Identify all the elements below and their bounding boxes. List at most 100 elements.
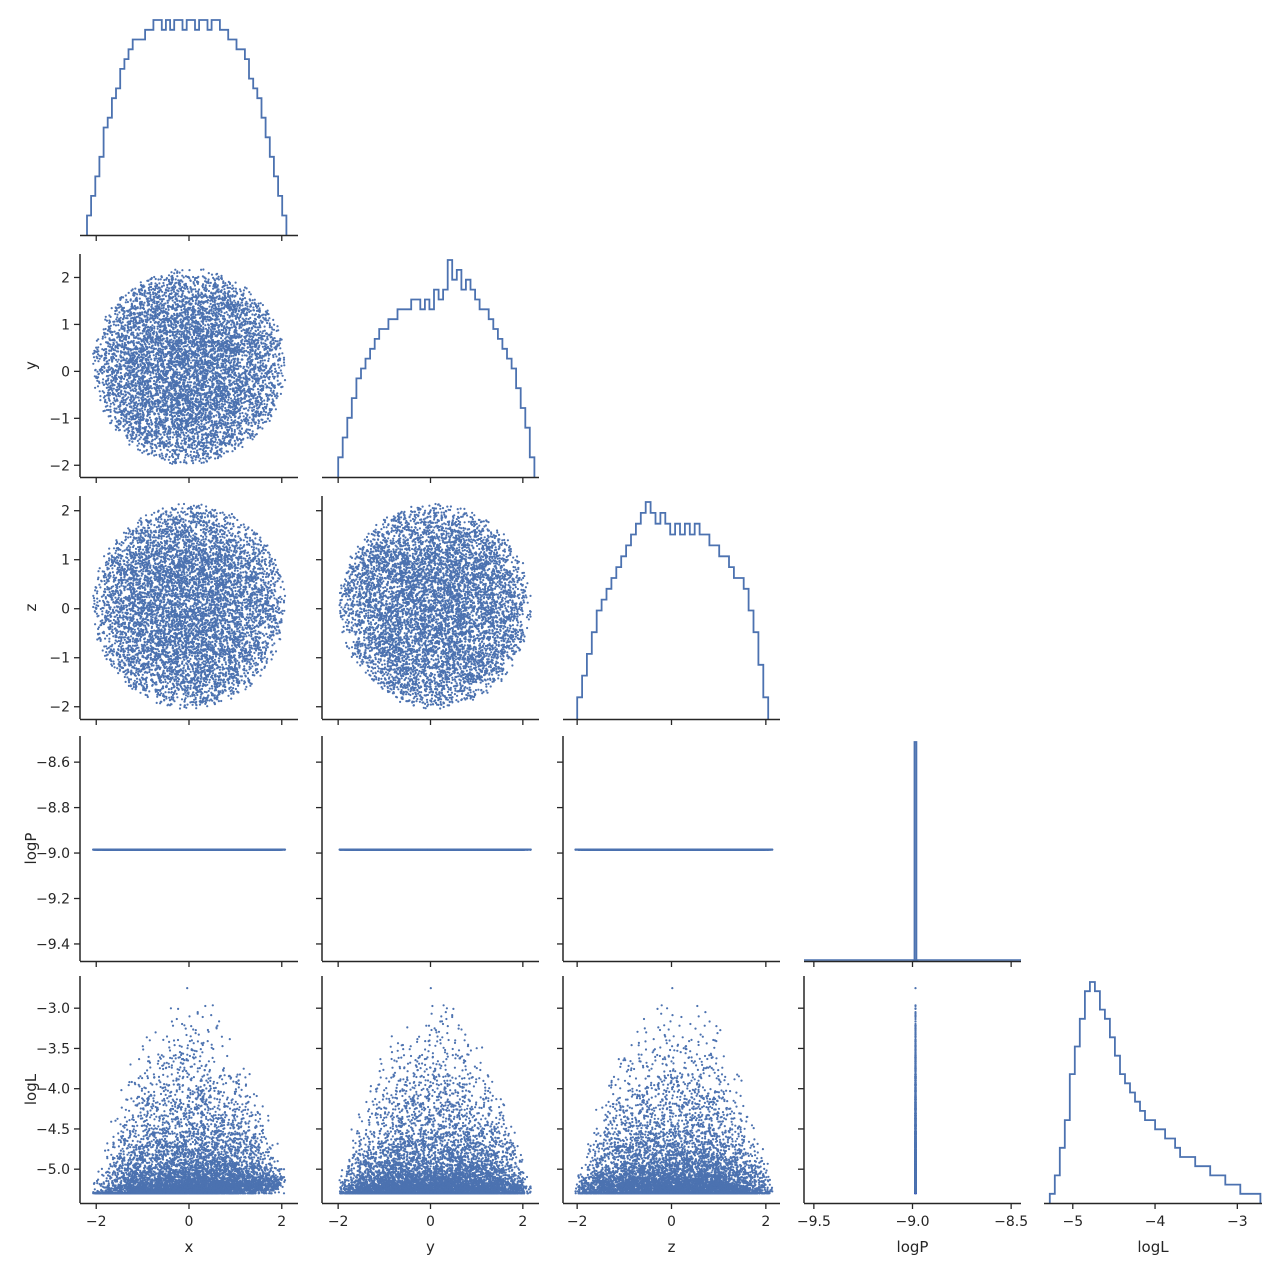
- scatter-point: [119, 408, 121, 410]
- scatter-point: [161, 436, 163, 438]
- scatter-point: [135, 329, 137, 331]
- scatter-point: [99, 358, 101, 360]
- scatter-point: [202, 457, 204, 459]
- scatter-point: [198, 288, 200, 290]
- scatter-point: [116, 341, 118, 343]
- scatter-point: [173, 428, 175, 430]
- scatter-point: [159, 381, 161, 383]
- scatter-point: [261, 427, 263, 429]
- scatter-point: [118, 329, 120, 331]
- scatter-point: [147, 423, 149, 425]
- scatter-point: [172, 436, 174, 438]
- scatter-point: [170, 271, 172, 273]
- scatter-point: [99, 390, 101, 392]
- scatter-point: [115, 324, 117, 326]
- scatter-point: [125, 428, 127, 430]
- scatter-point: [262, 346, 264, 348]
- scatter-point: [148, 346, 150, 348]
- scatter-point: [173, 291, 175, 293]
- scatter-point: [229, 287, 231, 289]
- scatter-point: [248, 422, 250, 424]
- scatter-point: [155, 373, 157, 375]
- scatter-point: [144, 408, 146, 410]
- scatter-point: [111, 420, 113, 422]
- scatter-point: [139, 449, 141, 451]
- scatter-point: [189, 326, 191, 328]
- scatter-point: [140, 373, 142, 375]
- scatter-point: [218, 305, 220, 307]
- scatter-point: [171, 463, 173, 465]
- scatter-point: [279, 347, 281, 349]
- histogram-x: [87, 20, 286, 235]
- panel-y-vs-x: [92, 268, 286, 465]
- scatter-point: [163, 279, 165, 281]
- scatter-point: [241, 354, 243, 356]
- scatter-point: [161, 453, 163, 455]
- scatter-point: [196, 423, 198, 425]
- scatter-point: [188, 378, 190, 380]
- scatter-point: [260, 341, 262, 343]
- scatter-point: [271, 373, 273, 375]
- scatter-point: [165, 308, 167, 310]
- scatter-point: [93, 350, 95, 352]
- scatter-point: [195, 302, 197, 304]
- scatter-point: [254, 434, 256, 436]
- scatter-point: [106, 333, 108, 335]
- scatter-point: [238, 309, 240, 311]
- scatter-point: [250, 310, 252, 312]
- scatter-point: [249, 416, 251, 418]
- scatter-point: [234, 429, 236, 431]
- scatter-point: [115, 318, 117, 320]
- scatter-point: [168, 446, 170, 448]
- scatter-point: [194, 284, 196, 286]
- scatter-point: [196, 450, 198, 452]
- scatter-point: [155, 355, 157, 357]
- scatter-point: [181, 440, 183, 442]
- scatter-point: [160, 278, 162, 280]
- scatter-point: [104, 363, 106, 365]
- scatter-point: [169, 436, 171, 438]
- scatter-point: [184, 295, 186, 297]
- scatter-point: [189, 381, 191, 383]
- scatter-point: [284, 379, 286, 381]
- scatter-point: [248, 333, 250, 335]
- scatter-point: [234, 302, 236, 304]
- scatter-point: [141, 332, 143, 334]
- scatter-point: [221, 409, 223, 411]
- scatter-point: [121, 343, 123, 345]
- scatter-point: [162, 419, 164, 421]
- scatter-point: [223, 288, 225, 290]
- scatter-point: [141, 313, 143, 315]
- scatter-point: [150, 419, 152, 421]
- scatter-point: [177, 457, 179, 459]
- scatter-point: [234, 440, 236, 442]
- scatter-point: [153, 276, 155, 278]
- scatter-point: [169, 335, 171, 337]
- scatter-point: [116, 316, 118, 318]
- scatter-point: [227, 314, 229, 316]
- scatter-point: [128, 292, 130, 294]
- scatter-point: [235, 399, 237, 401]
- scatter-point: [268, 358, 270, 360]
- scatter-point: [183, 459, 185, 461]
- scatter-point: [247, 432, 249, 434]
- scatter-point: [127, 432, 129, 434]
- scatter-point: [139, 438, 141, 440]
- scatter-point: [194, 447, 196, 449]
- scatter-point: [268, 317, 270, 319]
- scatter-point: [112, 344, 114, 346]
- scatter-point: [109, 405, 111, 407]
- scatter-point: [166, 449, 168, 451]
- scatter-point: [275, 408, 277, 410]
- scatter-point: [150, 283, 152, 285]
- scatter-point: [198, 421, 200, 423]
- scatter-point: [181, 269, 183, 271]
- scatter-point: [190, 454, 192, 456]
- scatter-point: [231, 450, 233, 452]
- scatter-point: [139, 332, 141, 334]
- scatter-point: [124, 430, 126, 432]
- scatter-point: [283, 361, 285, 363]
- scatter-point: [183, 276, 185, 278]
- scatter-point: [218, 404, 220, 406]
